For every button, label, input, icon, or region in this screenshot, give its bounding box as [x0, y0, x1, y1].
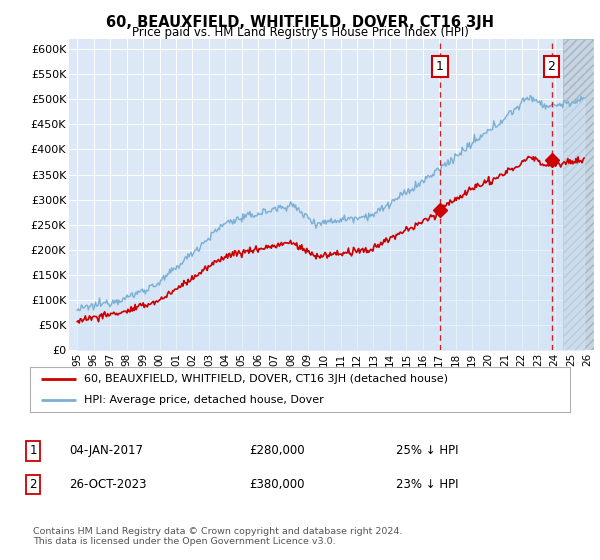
- Text: 2: 2: [29, 478, 37, 491]
- Text: HPI: Average price, detached house, Dover: HPI: Average price, detached house, Dove…: [84, 395, 324, 405]
- Text: 25% ↓ HPI: 25% ↓ HPI: [396, 444, 458, 458]
- Text: Price paid vs. HM Land Registry's House Price Index (HPI): Price paid vs. HM Land Registry's House …: [131, 26, 469, 39]
- Text: 60, BEAUXFIELD, WHITFIELD, DOVER, CT16 3JH (detached house): 60, BEAUXFIELD, WHITFIELD, DOVER, CT16 3…: [84, 374, 448, 384]
- Text: 23% ↓ HPI: 23% ↓ HPI: [396, 478, 458, 491]
- Text: Contains HM Land Registry data © Crown copyright and database right 2024.
This d: Contains HM Land Registry data © Crown c…: [33, 526, 403, 546]
- Text: 04-JAN-2017: 04-JAN-2017: [69, 444, 143, 458]
- Text: 60, BEAUXFIELD, WHITFIELD, DOVER, CT16 3JH: 60, BEAUXFIELD, WHITFIELD, DOVER, CT16 3…: [106, 15, 494, 30]
- Text: 1: 1: [29, 444, 37, 458]
- Bar: [563, 39, 596, 350]
- Text: £380,000: £380,000: [249, 478, 305, 491]
- Text: 26-OCT-2023: 26-OCT-2023: [69, 478, 146, 491]
- Text: 1: 1: [436, 60, 443, 73]
- Bar: [563, 39, 596, 350]
- Text: £280,000: £280,000: [249, 444, 305, 458]
- Text: 2: 2: [548, 60, 556, 73]
